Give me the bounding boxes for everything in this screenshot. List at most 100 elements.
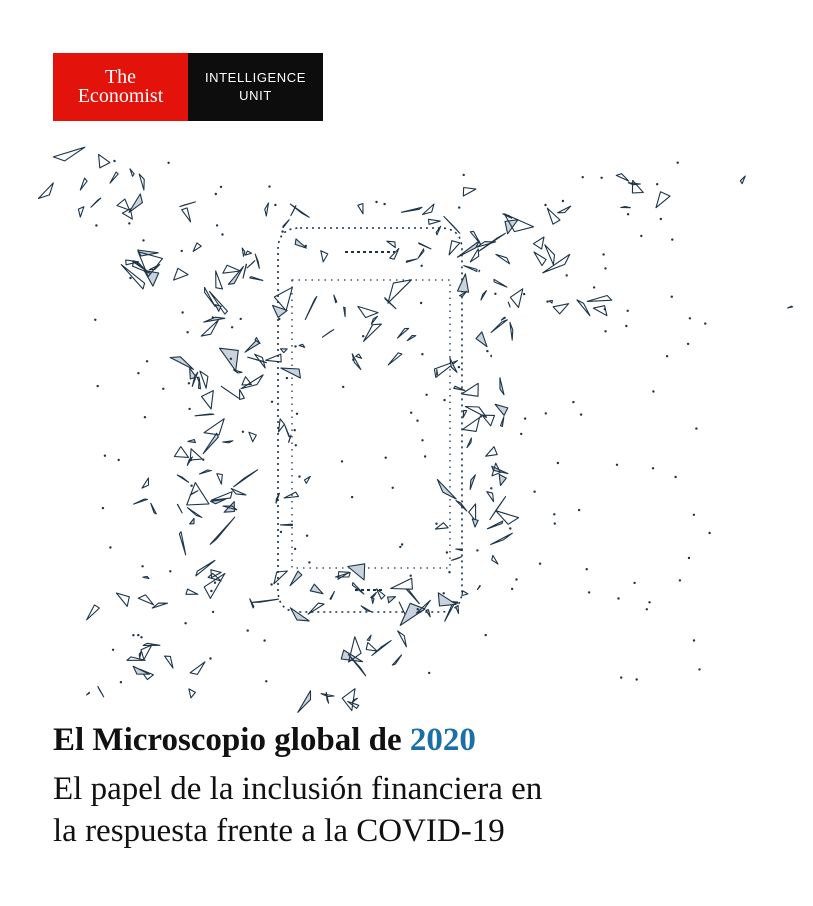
network-triangle <box>357 202 364 215</box>
network-triangle <box>453 385 466 391</box>
network-triangle <box>631 179 644 194</box>
network-dot <box>350 495 354 499</box>
network-triangle <box>486 491 495 503</box>
network-triangle <box>294 238 307 249</box>
network-triangle <box>500 316 506 321</box>
network-triangle <box>490 319 508 334</box>
network-triangle <box>341 688 356 712</box>
network-dot <box>617 597 620 600</box>
network-triangle <box>448 240 461 256</box>
network-triangle <box>544 244 556 266</box>
network-dot <box>96 384 99 388</box>
network-dot <box>391 486 394 489</box>
network-dot <box>620 676 623 679</box>
network-dot <box>189 458 193 462</box>
network-dot <box>515 578 518 581</box>
network-triangle <box>90 197 102 208</box>
network-dot <box>425 393 428 396</box>
network-triangle <box>215 270 224 290</box>
network-triangle <box>347 563 366 581</box>
network-dot <box>352 358 355 361</box>
network-triangle <box>200 390 214 410</box>
network-dot <box>671 238 674 241</box>
network-dot <box>645 608 648 611</box>
network-triangle <box>125 259 140 266</box>
economist-intelligence-unit-logo: The Economist INTELLIGENCE UNIT <box>53 53 323 121</box>
network-triangle <box>138 650 142 659</box>
network-triangle <box>277 418 285 433</box>
network-triangle <box>309 583 324 595</box>
network-dot <box>400 543 404 546</box>
network-dot <box>686 342 690 346</box>
network-triangle <box>178 531 187 556</box>
logo-unit-line2: UNIT <box>239 88 272 103</box>
network-triangle <box>86 604 100 621</box>
network-dot <box>520 432 523 436</box>
network-triangle <box>97 685 105 698</box>
network-dot <box>445 551 449 554</box>
network-triangle <box>493 278 508 288</box>
network-triangle <box>405 588 420 605</box>
network-triangle <box>176 503 183 514</box>
network-dot <box>409 574 412 577</box>
network-dot <box>180 249 183 253</box>
phone-outline <box>291 279 451 569</box>
network-triangle <box>436 478 457 500</box>
network-dot <box>510 587 514 591</box>
network-triangle <box>244 250 253 256</box>
network-triangle <box>455 500 468 512</box>
network-dot <box>145 360 149 363</box>
network-dot <box>340 460 344 463</box>
network-dot <box>117 458 120 462</box>
network-triangle <box>304 295 318 321</box>
report-title-year: 2020 <box>409 722 476 758</box>
network-triangle <box>333 294 338 304</box>
network-dot <box>229 357 233 360</box>
network-triangle <box>375 588 386 600</box>
network-triangle <box>191 371 199 388</box>
network-triangle <box>365 641 378 652</box>
network-triangle <box>116 198 131 211</box>
network-triangle <box>468 503 477 522</box>
network-dot <box>268 185 271 188</box>
network-triangle <box>271 304 288 318</box>
network-triangle <box>363 323 382 342</box>
network-triangle <box>298 343 306 348</box>
network-triangle <box>462 186 477 197</box>
network-dot <box>585 568 588 571</box>
network-triangle <box>355 353 363 359</box>
network-triangle <box>425 609 431 618</box>
network-triangle <box>384 297 397 310</box>
network-triangle <box>141 477 150 489</box>
network-triangle <box>370 315 379 325</box>
network-dot <box>410 411 413 414</box>
network-triangle <box>396 327 410 339</box>
network-dot <box>626 213 630 216</box>
network-triangle <box>386 240 396 249</box>
network-triangle <box>137 251 164 278</box>
network-dot <box>293 429 296 432</box>
network-dot <box>293 547 297 551</box>
network-dot <box>101 506 105 510</box>
network-triangle <box>203 418 225 436</box>
network-dot <box>442 592 445 595</box>
network-dot <box>308 561 311 564</box>
network-triangle <box>387 596 397 604</box>
network-dot <box>533 490 536 493</box>
network-triangle <box>290 205 297 217</box>
network-triangle <box>115 592 130 607</box>
network-triangle <box>241 247 246 257</box>
network-triangle <box>417 248 425 259</box>
network-triangle <box>400 206 423 213</box>
network-triangle <box>366 634 372 642</box>
network-triangle <box>495 253 511 265</box>
network-dot <box>674 475 677 479</box>
network-triangle <box>449 357 458 373</box>
network-dot <box>383 202 386 206</box>
network-dot <box>587 591 591 594</box>
network-triangle <box>77 206 85 218</box>
network-dot <box>651 467 655 470</box>
network-dot <box>399 545 402 549</box>
network-dot <box>294 444 297 447</box>
network-dot <box>556 461 560 465</box>
